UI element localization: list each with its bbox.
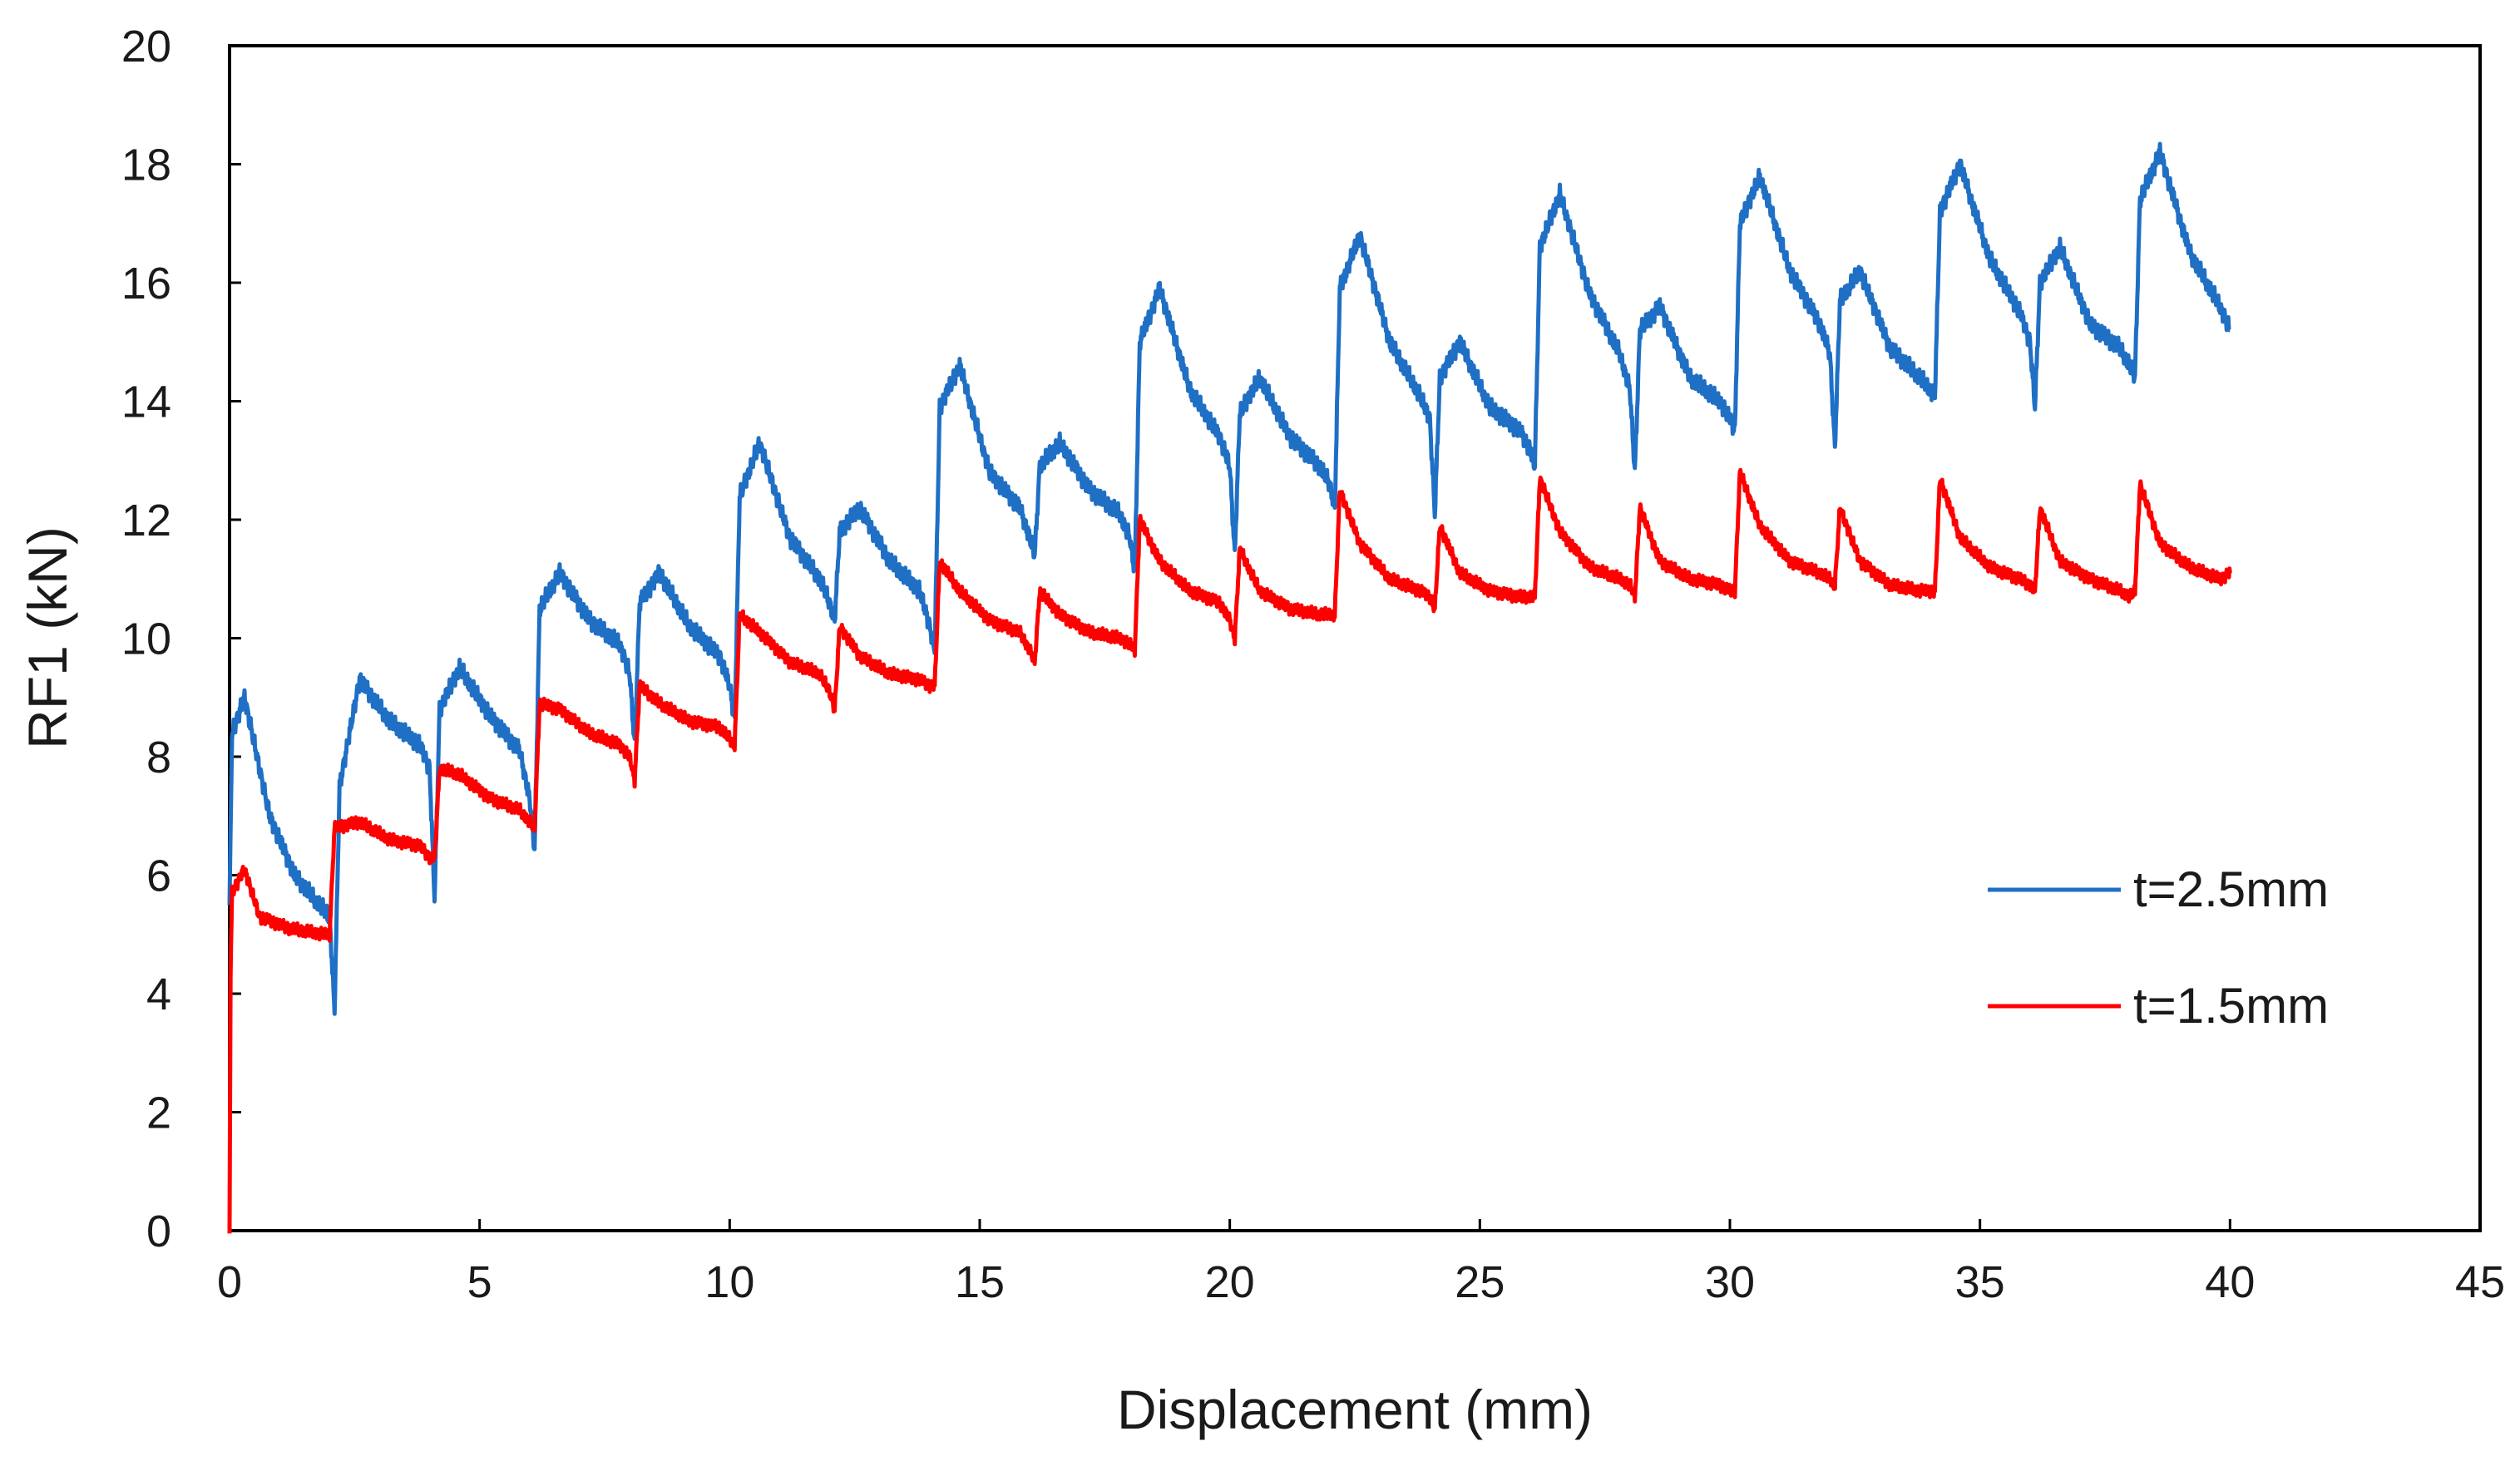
y-tick-label: 14 bbox=[121, 378, 171, 427]
y-axis-title: RF1 (kN) bbox=[17, 526, 78, 749]
y-tick-label: 18 bbox=[121, 141, 171, 190]
legend: t=2.5mm t=1.5mm bbox=[1988, 861, 2329, 1034]
series-layer bbox=[227, 141, 2232, 1234]
legend-label-t25: t=2.5mm bbox=[2133, 861, 2329, 917]
y-tick-label: 4 bbox=[146, 970, 171, 1019]
y-axis-ticks: 0 2 4 6 8 10 12 14 16 18 20 bbox=[121, 22, 241, 1256]
x-tick-label: 15 bbox=[955, 1257, 1005, 1307]
y-tick-label: 6 bbox=[146, 851, 171, 901]
x-tick-label: 0 bbox=[217, 1257, 242, 1307]
x-tick-label: 5 bbox=[467, 1257, 492, 1307]
x-tick-label: 45 bbox=[2455, 1257, 2505, 1307]
x-tick-label: 40 bbox=[2205, 1257, 2255, 1307]
x-tick-label: 10 bbox=[704, 1257, 754, 1307]
x-tick-label: 35 bbox=[1955, 1257, 2005, 1307]
x-tick-label: 25 bbox=[1455, 1257, 1505, 1307]
y-tick-label: 0 bbox=[146, 1207, 171, 1256]
y-tick-label: 8 bbox=[146, 733, 171, 782]
x-axis-ticks: 0 5 10 15 20 25 30 35 40 45 bbox=[217, 1219, 2505, 1307]
series-line-t15 bbox=[227, 467, 2232, 1234]
y-tick-label: 2 bbox=[146, 1088, 171, 1138]
y-tick-label: 12 bbox=[121, 496, 171, 545]
series-line-t25 bbox=[227, 141, 2232, 1016]
legend-label-t15: t=1.5mm bbox=[2133, 978, 2329, 1034]
plot-area bbox=[228, 44, 2482, 1232]
y-tick-label: 10 bbox=[121, 615, 171, 664]
x-tick-label: 30 bbox=[1705, 1257, 1755, 1307]
x-axis-title: Displacement (mm) bbox=[1117, 1379, 1593, 1440]
y-tick-label: 20 bbox=[121, 22, 171, 72]
y-tick-label: 16 bbox=[121, 259, 171, 308]
x-tick-label: 20 bbox=[1205, 1257, 1255, 1307]
